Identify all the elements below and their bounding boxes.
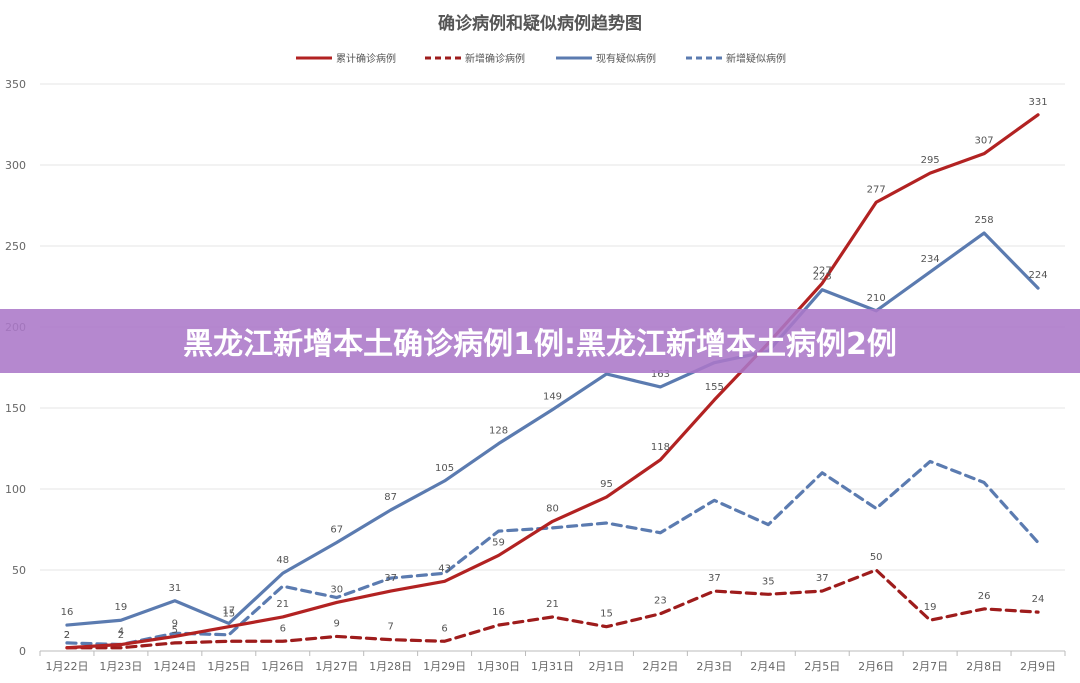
- x-tick-label: 2月1日: [588, 660, 624, 673]
- data-label: 15: [222, 609, 235, 620]
- x-tick-label: 1月23日: [99, 660, 142, 673]
- x-tick-label: 2月5日: [804, 660, 840, 673]
- data-label: 95: [600, 479, 613, 490]
- data-label: 277: [867, 184, 886, 195]
- data-label: 50: [870, 552, 883, 563]
- data-label: 295: [921, 155, 940, 166]
- x-tick-label: 2月6日: [858, 660, 894, 673]
- data-label: 2: [64, 630, 70, 641]
- data-label: 26: [978, 591, 991, 602]
- series-line: [65, 459, 1040, 647]
- data-label: 9: [172, 618, 178, 629]
- x-tick-label: 2月7日: [912, 660, 948, 673]
- series-line: [65, 231, 1040, 627]
- x-tick-label: 1月22日: [45, 660, 88, 673]
- data-label: 6: [441, 623, 447, 634]
- data-label: 2: [118, 630, 124, 641]
- data-label: 258: [975, 215, 994, 226]
- data-label: 43: [438, 563, 451, 574]
- data-label: 21: [546, 599, 559, 610]
- x-tick-label: 2月9日: [1020, 660, 1056, 673]
- series-line: [65, 113, 1040, 650]
- data-label: 5: [172, 625, 178, 636]
- data-label: 59: [492, 537, 505, 548]
- data-label: 2: [64, 630, 70, 641]
- data-label: 307: [975, 136, 994, 147]
- data-label: 331: [1028, 97, 1047, 108]
- x-tick-label: 1月30日: [477, 660, 520, 673]
- x-tick-label: 1月28日: [369, 660, 412, 673]
- data-label: 23: [654, 596, 667, 607]
- data-label: 227: [813, 265, 832, 276]
- data-label: 163: [651, 369, 670, 380]
- data-label: 128: [489, 426, 508, 437]
- data-label: 37: [816, 573, 829, 584]
- chart-legend: 累计确诊病例 新增确诊病例 现有疑似病例 新增疑似病例: [296, 52, 786, 65]
- y-tick-label: 0: [19, 645, 26, 658]
- data-label: 31: [169, 583, 182, 594]
- data-label: 16: [492, 607, 505, 618]
- data-label: 105: [435, 463, 454, 474]
- y-tick-label: 100: [5, 483, 26, 496]
- y-tick-label: 350: [5, 78, 26, 91]
- data-label: 21: [276, 599, 289, 610]
- data-label: 30: [330, 584, 343, 595]
- chart-series: [65, 113, 1040, 650]
- data-label: 155: [705, 382, 724, 393]
- chart-data-labels: 2 491521303743598095118155227277295307331…: [61, 97, 1048, 641]
- data-label: 35: [762, 576, 775, 587]
- x-tick-label: 2月8日: [966, 660, 1002, 673]
- x-tick-label: 1月24日: [153, 660, 196, 673]
- data-label: 19: [924, 602, 937, 613]
- data-label: 16: [61, 607, 74, 618]
- data-label: 7: [387, 622, 393, 633]
- x-tick-label: 1月26日: [261, 660, 304, 673]
- y-tick-label: 50: [12, 564, 26, 577]
- data-label: 118: [651, 442, 670, 453]
- legend-label: 新增疑似病例: [726, 52, 786, 65]
- x-tick-label: 2月3日: [696, 660, 732, 673]
- data-label: 37: [384, 573, 397, 584]
- y-tick-label: 150: [5, 402, 26, 415]
- data-label: 37: [708, 573, 721, 584]
- chart-axes: 0501001502002503003501月22日1月23日1月24日1月25…: [5, 78, 1066, 673]
- data-label: 17: [222, 605, 235, 616]
- headline-banner: 黑龙江新增本土确诊病例1例:黑龙江新增本土病例2例: [0, 309, 1080, 373]
- y-tick-label: 300: [5, 159, 26, 172]
- chart-title: 确诊病例和疑似病例趋势图: [438, 13, 642, 34]
- x-tick-label: 1月29日: [423, 660, 466, 673]
- data-label: 9: [334, 618, 340, 629]
- data-label: 4: [118, 627, 124, 638]
- data-label: 149: [543, 392, 562, 403]
- x-tick-label: 2月4日: [750, 660, 786, 673]
- legend-label: 现有疑似病例: [596, 52, 656, 65]
- data-label: 234: [921, 254, 940, 265]
- headline-text: 黑龙江新增本土确诊病例1例:黑龙江新增本土病例2例: [183, 327, 897, 362]
- x-tick-label: 1月25日: [207, 660, 250, 673]
- series-line: [65, 568, 1040, 650]
- data-label: 210: [867, 293, 886, 304]
- data-label: 80: [546, 503, 559, 514]
- data-label: 67: [330, 524, 343, 535]
- data-label: 6: [280, 623, 286, 634]
- data-label: 224: [1028, 270, 1047, 281]
- data-label: 24: [1032, 594, 1045, 605]
- legend-label: 累计确诊病例: [336, 52, 396, 65]
- data-label: 87: [384, 492, 397, 503]
- x-tick-label: 2月2日: [642, 660, 678, 673]
- x-tick-label: 1月31日: [531, 660, 574, 673]
- data-label: 223: [813, 272, 832, 283]
- legend-label: 新增确诊病例: [465, 52, 525, 65]
- data-label: 15: [600, 609, 613, 620]
- data-label: 48: [276, 555, 289, 566]
- data-label: 19: [115, 602, 128, 613]
- x-tick-label: 1月27日: [315, 660, 358, 673]
- y-tick-label: 250: [5, 240, 26, 253]
